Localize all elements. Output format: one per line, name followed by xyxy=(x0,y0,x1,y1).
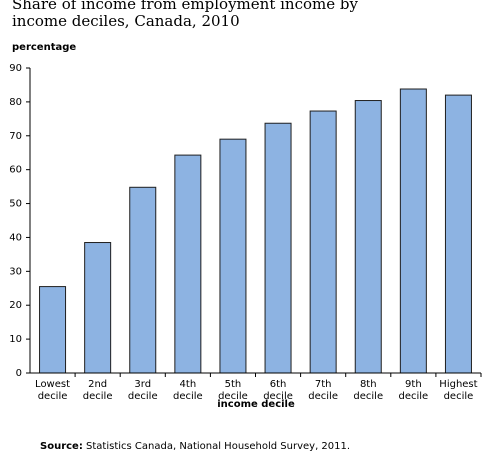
y-tick-label: 60 xyxy=(9,165,22,176)
bar xyxy=(174,154,202,374)
y-tick-label: 30 xyxy=(9,266,22,277)
y-tick-label: 50 xyxy=(9,199,22,210)
bar xyxy=(219,138,247,374)
bar xyxy=(309,110,337,374)
x-tick-label: Highest decile xyxy=(439,379,478,402)
x-tick-label: 9th decile xyxy=(398,379,429,402)
y-tick-label: 0 xyxy=(16,368,22,379)
x-axis-label: income decile xyxy=(217,399,295,410)
bar xyxy=(84,242,112,374)
bar xyxy=(354,100,382,374)
x-tick-label: Lowest decile xyxy=(35,379,71,402)
x-tick-label: 5th decile xyxy=(218,379,248,402)
y-tick-label: 80 xyxy=(9,97,22,108)
y-tick-label: 40 xyxy=(9,232,22,243)
x-tick-label: 2nd decile xyxy=(82,379,113,402)
bar xyxy=(264,122,292,374)
source: Source: Statistics Canada, National Hous… xyxy=(40,441,350,452)
y-tick-label: 70 xyxy=(9,131,22,142)
y-tick-label: 20 xyxy=(9,300,22,311)
source-text: Statistics Canada, National Household Su… xyxy=(86,441,351,452)
x-tick-label: 6th decile xyxy=(263,379,293,402)
source-label: Source: xyxy=(40,441,83,452)
x-tick-label: 8th decile xyxy=(353,379,384,402)
y-tick-label: 10 xyxy=(9,334,22,345)
y-tick-label: 90 xyxy=(9,63,22,74)
bar xyxy=(444,94,472,374)
bar xyxy=(39,286,67,374)
x-tick-label: 4th decile xyxy=(172,379,203,402)
x-tick-label: 7th decile xyxy=(308,379,338,402)
chart-title: Share of income from employment income b… xyxy=(12,0,358,30)
bar xyxy=(399,88,427,374)
y-axis-label: percentage xyxy=(12,42,77,53)
bar xyxy=(129,186,157,374)
x-tick-label: 3rd decile xyxy=(127,379,158,402)
